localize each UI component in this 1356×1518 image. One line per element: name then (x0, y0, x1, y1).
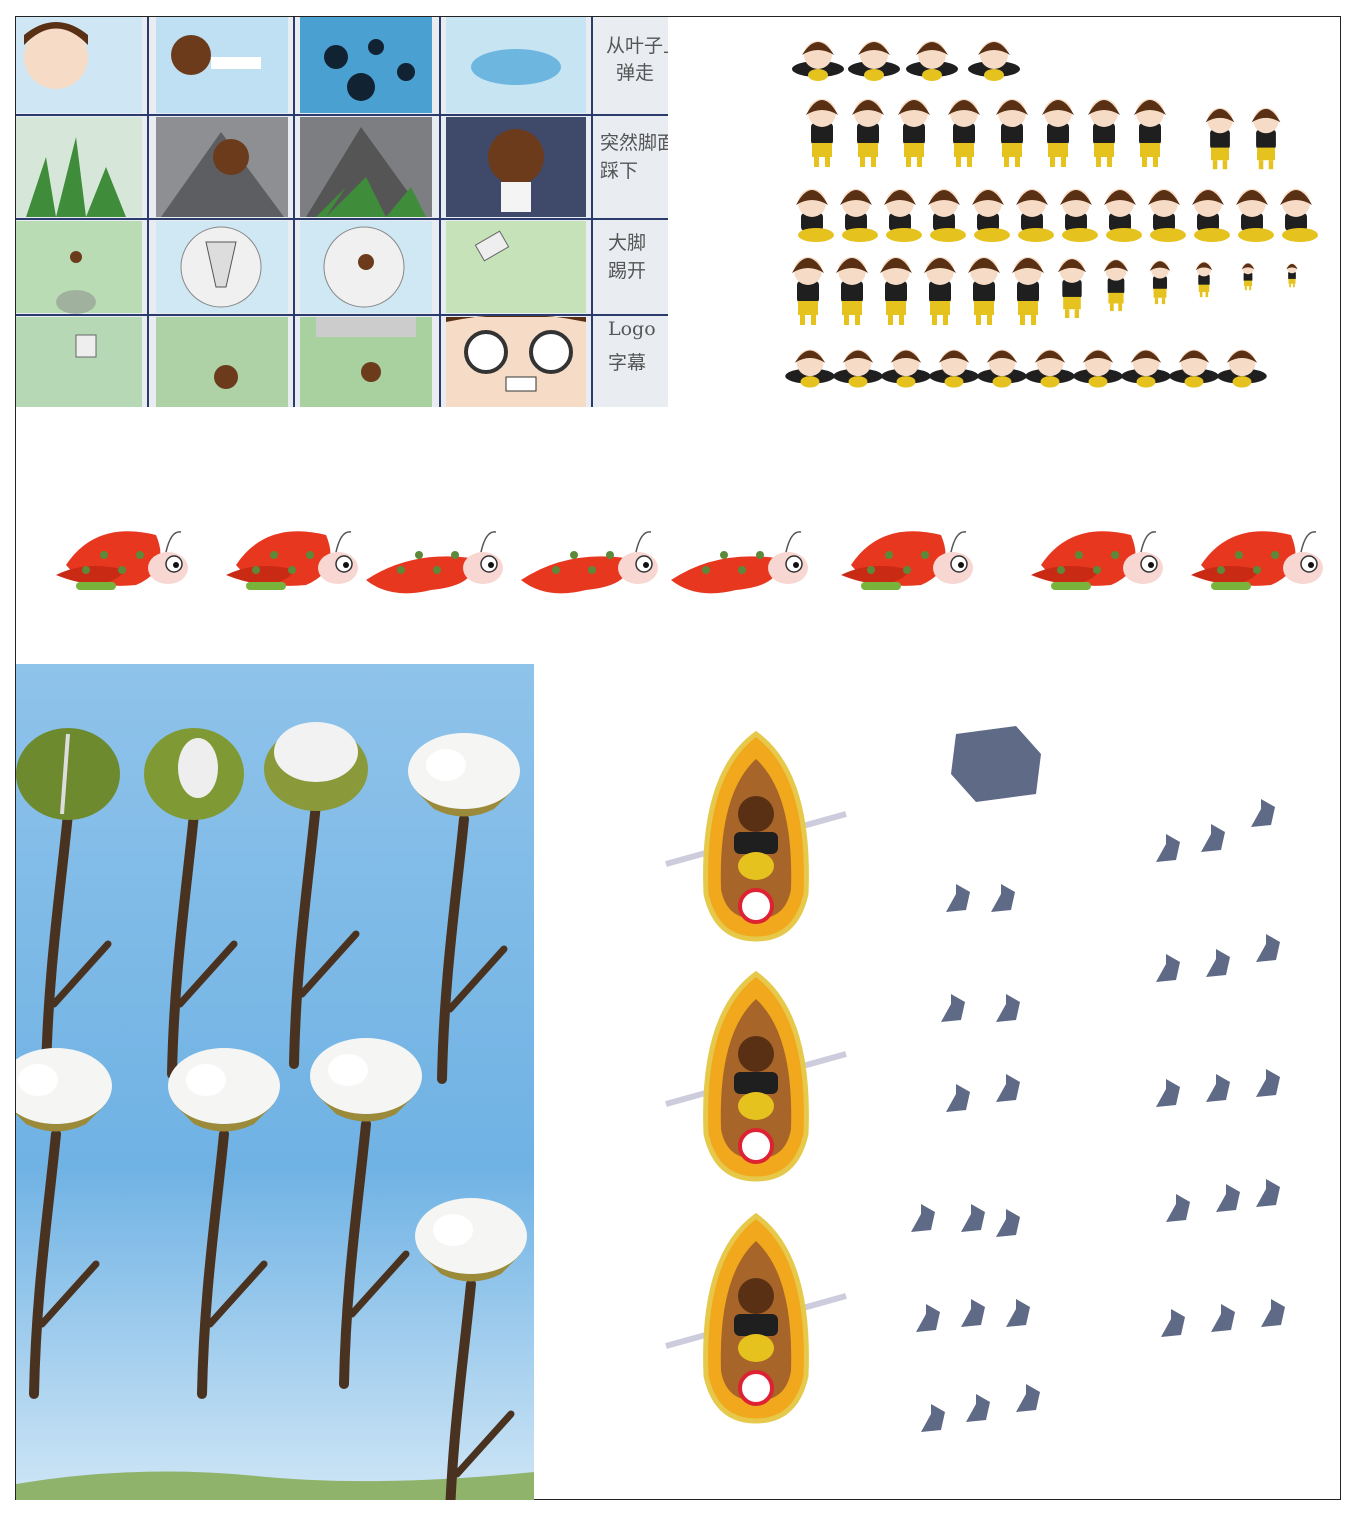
rock-sprite (1156, 799, 1275, 862)
rock-sprite (916, 1299, 1030, 1332)
rock-sprite (946, 884, 1015, 912)
character-sprite (1241, 263, 1255, 291)
rock-sprite (1156, 1069, 1280, 1107)
cotton-boll (310, 1038, 422, 1389)
cotton-boll (168, 1048, 280, 1399)
butterfly-sprite (1031, 531, 1163, 590)
character-sprite (906, 41, 958, 81)
character-sprite (1205, 108, 1235, 170)
cotton-boll (144, 728, 244, 1079)
rock-sprite (1161, 1299, 1285, 1337)
rowboat-sprite (665, 730, 847, 942)
character-sprite (1169, 349, 1219, 388)
character-sprite (1280, 189, 1318, 242)
rock-sprite (921, 1384, 1040, 1432)
character-sprite (1060, 189, 1098, 242)
character-sprite (1103, 259, 1129, 312)
storyboard-note-4a: Logo (608, 318, 656, 340)
character-sprite (796, 189, 834, 242)
character-sprite (881, 349, 931, 388)
character-sprite (996, 99, 1028, 167)
cotton-boll (16, 1048, 112, 1399)
character-sprite (1104, 189, 1142, 242)
character-sprite (1057, 258, 1087, 319)
cotton-boll (408, 733, 520, 1084)
character-sprite (928, 189, 966, 242)
rock-sprite (1166, 1179, 1280, 1222)
rock-sprite (1156, 934, 1280, 982)
rowboat-sprite (665, 1212, 847, 1424)
character-sprite (884, 189, 922, 242)
butterfly-animation-strip (16, 485, 1340, 635)
character-sprite (1121, 349, 1171, 388)
rock-sprite (941, 994, 1020, 1022)
character-sprite (929, 349, 979, 388)
cotton-growth-stages (16, 664, 534, 1500)
rock-sprite (951, 726, 1041, 802)
storyboard-note-1a: 从叶子上 (606, 35, 668, 57)
character-sprite (1073, 349, 1123, 388)
character-sprite (840, 189, 878, 242)
character-sprite (833, 349, 883, 388)
character-sprite (792, 257, 824, 325)
character-sprite (1016, 189, 1054, 242)
boat-and-rock-sprites (576, 664, 1340, 1500)
cotton-boll (264, 722, 368, 1069)
storyboard-note-2b: 踩下 (600, 160, 638, 182)
cotton-boll (415, 1198, 527, 1500)
cotton-boll (16, 728, 120, 1079)
character-sprite (898, 99, 930, 167)
character-sprite (924, 257, 956, 325)
character-sprite (1148, 189, 1186, 242)
butterfly-sprite (671, 531, 808, 594)
butterfly-sprite (366, 531, 503, 594)
character-sprite (1134, 99, 1166, 167)
character-sprite (1012, 257, 1044, 325)
character-sprite (1088, 99, 1120, 167)
character-sprite (792, 41, 844, 81)
butterfly-sprite (1191, 531, 1323, 590)
character-sprite (880, 257, 912, 325)
storyboard-note-1b: 弹走 (616, 62, 654, 84)
character-sprite (1192, 189, 1230, 242)
storyboard-note-3a: 大脚 (608, 232, 646, 254)
butterfly-sprite (521, 531, 658, 594)
character-sprite (968, 41, 1020, 81)
storyboard-note-3b: 踢开 (608, 260, 646, 282)
character-sprite-sheet (666, 17, 1340, 407)
character-sprite (836, 257, 868, 325)
character-sprite (1236, 189, 1274, 242)
storyboard-sketch: 从叶子上 弹走 突然脚面 踩下 大脚 踢开 Logo 字幕 (16, 17, 668, 407)
character-sprite (848, 41, 900, 81)
character-sprite (977, 349, 1027, 388)
character-sprite (1286, 263, 1298, 288)
storyboard-note-2a: 突然脚面 (600, 132, 668, 154)
character-sprite (852, 99, 884, 167)
character-sprite (785, 349, 835, 388)
character-sprite (1195, 261, 1213, 298)
asset-collage: 从叶子上 弹走 突然脚面 踩下 大脚 踢开 Logo 字幕 (15, 16, 1341, 1500)
rock-sprite (946, 1074, 1020, 1112)
butterfly-sprite (841, 531, 973, 590)
character-sprite (1042, 99, 1074, 167)
storyboard-note-4b: 字幕 (608, 352, 646, 374)
character-sprite (1149, 260, 1171, 305)
character-sprite (948, 99, 980, 167)
butterfly-sprite (226, 531, 358, 590)
character-sprite (1251, 108, 1281, 170)
rowboat-sprite (665, 970, 847, 1182)
character-sprite (1025, 349, 1075, 388)
rock-sprite (911, 1204, 1020, 1237)
butterfly-sprite (56, 531, 188, 590)
character-sprite (806, 99, 838, 167)
character-sprite (1217, 349, 1267, 388)
character-sprite (968, 257, 1000, 325)
character-sprite (972, 189, 1010, 242)
